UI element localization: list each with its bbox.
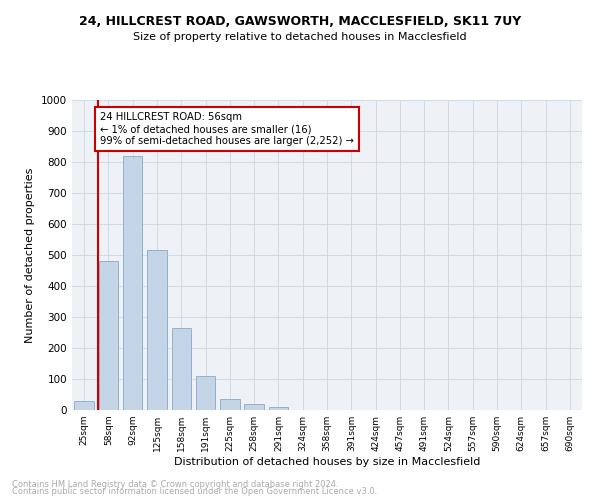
Bar: [123, 156, 142, 410]
Text: Size of property relative to detached houses in Macclesfield: Size of property relative to detached ho…: [133, 32, 467, 42]
Bar: [269, 407, 288, 410]
Text: 24 HILLCREST ROAD: 56sqm
← 1% of detached houses are smaller (16)
99% of semi-de: 24 HILLCREST ROAD: 56sqm ← 1% of detache…: [100, 112, 354, 146]
Bar: [147, 250, 167, 410]
Bar: [196, 376, 215, 410]
Bar: [244, 404, 264, 410]
X-axis label: Distribution of detached houses by size in Macclesfield: Distribution of detached houses by size …: [174, 457, 480, 467]
Bar: [74, 400, 94, 410]
Text: Contains HM Land Registry data © Crown copyright and database right 2024.: Contains HM Land Registry data © Crown c…: [12, 480, 338, 489]
Bar: [220, 399, 239, 410]
Text: 24, HILLCREST ROAD, GAWSWORTH, MACCLESFIELD, SK11 7UY: 24, HILLCREST ROAD, GAWSWORTH, MACCLESFI…: [79, 15, 521, 28]
Bar: [99, 261, 118, 410]
Bar: [172, 328, 191, 410]
Y-axis label: Number of detached properties: Number of detached properties: [25, 168, 35, 342]
Text: Contains public sector information licensed under the Open Government Licence v3: Contains public sector information licen…: [12, 488, 377, 496]
